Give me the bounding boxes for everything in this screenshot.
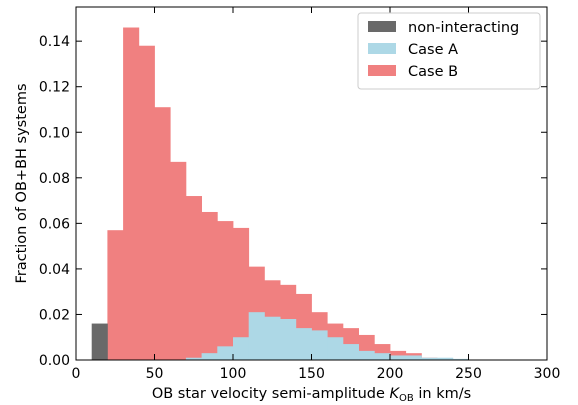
x-tick-label-50: 50	[146, 366, 164, 382]
y-tick-label-1: 0.02	[39, 307, 70, 323]
x-axis-label-subscript: OB	[399, 393, 414, 404]
bar-case-a-180	[358, 350, 375, 360]
bars-layer	[91, 27, 469, 361]
bar-case-b-50	[154, 107, 171, 361]
bar-case-a-190	[374, 353, 391, 360]
x-tick-label-0: 0	[72, 366, 81, 382]
bar-case-a-240	[452, 358, 469, 360]
bar-case-b-70	[185, 196, 202, 360]
bar-case-b-30	[123, 27, 140, 360]
y-tick-label-4: 0.08	[39, 171, 70, 187]
bar-case-a-170	[342, 344, 359, 360]
bar-case-b-100	[233, 227, 250, 360]
x-axis-label-prefix: OB star velocity semi-amplitude	[152, 386, 390, 402]
bar-case-a-100	[233, 337, 250, 360]
x-axis-label-suffix: in km/s	[414, 386, 471, 402]
legend-swatch-case-b	[368, 65, 396, 76]
legend-label-case-a: Case A	[408, 42, 458, 58]
bar-case-b-40	[138, 45, 155, 360]
bar-case-a-140	[295, 328, 312, 360]
x-tick-label-250: 250	[455, 366, 482, 382]
y-tick-label-2: 0.04	[39, 262, 70, 278]
y-tick-label-0: 0.00	[39, 353, 70, 369]
legend-label-non-interacting: non-interacting	[408, 20, 519, 36]
bar-case-a-150	[311, 330, 328, 360]
bar-case-a-80	[201, 353, 218, 360]
y-tick-label-3: 0.06	[39, 216, 70, 232]
legend: non-interacting Case A Case B	[357, 12, 541, 90]
x-axis-label: OB star velocity semi-amplitude KOB in k…	[152, 386, 471, 404]
bar-case-a-160	[327, 337, 344, 360]
bar-case-b-60	[170, 161, 187, 360]
x-axis-label-symbol: K	[390, 386, 401, 402]
bar-case-a-90	[217, 346, 234, 360]
x-tick-label-300: 300	[534, 366, 561, 382]
bar-non-interacting-10	[91, 323, 108, 360]
legend-label-case-b: Case B	[408, 64, 458, 80]
legend-swatch-non-interacting	[368, 21, 396, 32]
bar-case-b-80	[201, 211, 218, 360]
bar-case-a-220	[421, 357, 438, 360]
bar-case-a-110	[248, 312, 265, 360]
x-tick-label-200: 200	[377, 366, 404, 382]
bar-case-a-120	[264, 316, 281, 360]
x-tick-label-150: 150	[298, 366, 325, 382]
y-tick-label-7: 0.14	[39, 34, 70, 50]
y-tick-label-6: 0.12	[39, 80, 70, 96]
bar-case-a-130	[280, 319, 297, 360]
y-axis-label: Fraction of OB+BH systems	[14, 83, 30, 283]
bar-case-a-210	[405, 355, 422, 360]
bar-case-a-200	[390, 355, 407, 360]
bar-case-b-90	[217, 221, 234, 360]
legend-swatch-case-a	[368, 43, 396, 54]
bar-case-b-200	[390, 350, 407, 360]
bar-case-a-70	[185, 357, 202, 360]
bar-case-a-230	[437, 357, 454, 360]
legend-box	[357, 12, 541, 90]
ticks-layer: 0 50 100 150 200 250 300 0.00 0.02 0.04 0.06 0.08 0.…	[39, 7, 561, 382]
x-tick-label-100: 100	[220, 366, 247, 382]
y-tick-label-5: 0.10	[39, 125, 70, 141]
bar-case-b-20	[107, 230, 124, 360]
